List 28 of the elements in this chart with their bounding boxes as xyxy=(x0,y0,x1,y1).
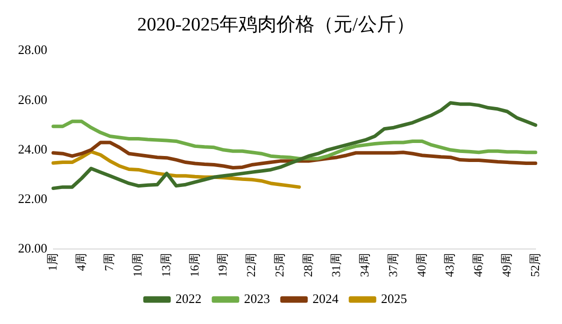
x-tick-label: 10周 xyxy=(130,253,145,277)
x-tick-label: 52周 xyxy=(528,253,542,277)
x-tick-label: 37周 xyxy=(386,253,400,277)
x-tick-label: 34周 xyxy=(358,253,372,277)
y-tick-label: 26.00 xyxy=(18,92,48,107)
chart-title: 2020-2025年鸡肉价格（元/公斤） xyxy=(137,14,415,36)
legend-label: 2025 xyxy=(381,290,407,306)
x-tick-label: 40周 xyxy=(414,253,428,277)
legend-label: 2022 xyxy=(176,290,202,306)
y-tick-label: 22.00 xyxy=(18,190,48,206)
x-tick-label: 1周 xyxy=(45,253,60,271)
x-tick-label: 49周 xyxy=(499,253,514,277)
x-tick-label: 46周 xyxy=(471,253,486,277)
x-tick-label: 28周 xyxy=(300,253,315,277)
legend-label: 2023 xyxy=(244,290,270,306)
x-tick-label: 16周 xyxy=(187,253,202,277)
y-tick-label: 28.00 xyxy=(18,42,48,58)
x-tick-label: 4周 xyxy=(74,253,88,271)
x-tick-label: 13周 xyxy=(158,253,173,277)
y-tick-label: 20.00 xyxy=(18,240,48,256)
x-tick-label: 25周 xyxy=(272,253,286,277)
legend-label: 2024 xyxy=(312,290,339,306)
x-tick-label: 43周 xyxy=(442,253,457,277)
x-tick-label: 7周 xyxy=(102,253,116,271)
x-tick-label: 22周 xyxy=(244,253,258,277)
y-tick-label: 24.00 xyxy=(18,141,48,156)
x-tick-label: 19周 xyxy=(216,253,230,277)
x-tick-label: 31周 xyxy=(329,253,344,277)
